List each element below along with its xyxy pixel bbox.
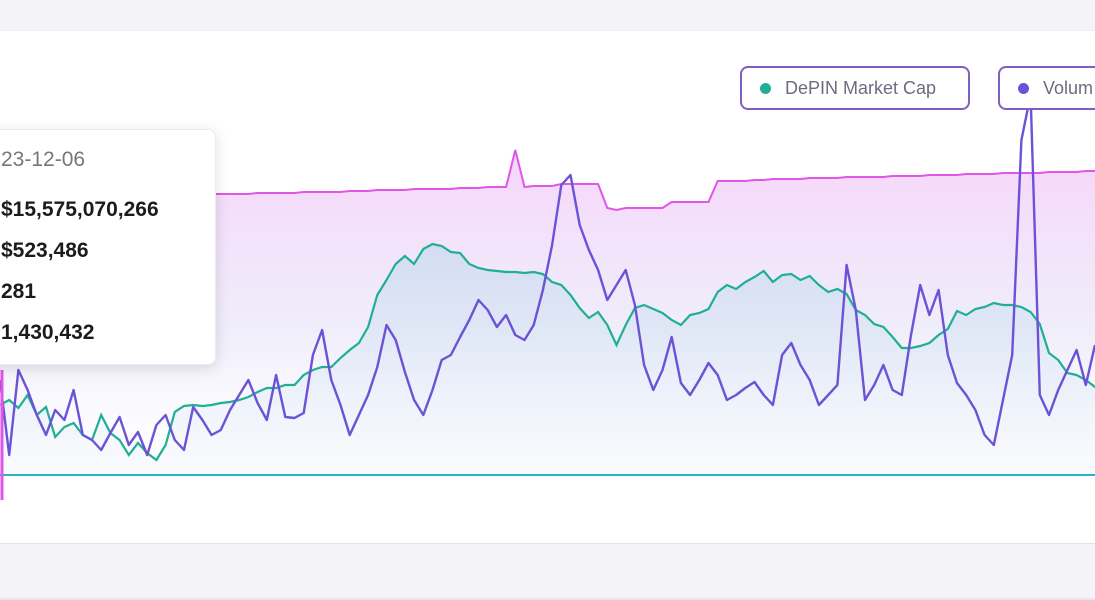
tooltip-value-count: 281 [1,280,37,303]
legend-item-volume[interactable]: Volum [998,66,1095,110]
legend-item-depin-market-cap[interactable]: DePIN Market Cap [740,66,970,110]
volume-line [0,93,1095,457]
legend-dot-icon [1018,82,1029,94]
page-bottom-divider [0,598,1095,600]
chart-tooltip: 23-12-06 $15,575,070,266 $523,486 281 1,… [0,129,216,365]
depin-market-cap-line [0,242,1095,462]
tooltip-value-volume: $523,486 [1,239,89,262]
legend-label: Volum [1043,77,1094,98]
legend-label: DePIN Market Cap [785,77,937,98]
tooltip-date: 23-12-06 [1,148,86,171]
depin-market-cap-area [0,244,1095,475]
tooltip-value-market-cap: $15,575,070,266 [1,198,159,221]
tooltip-value-holders: 1,430,432 [1,321,95,344]
legend-dot-icon [760,82,771,94]
